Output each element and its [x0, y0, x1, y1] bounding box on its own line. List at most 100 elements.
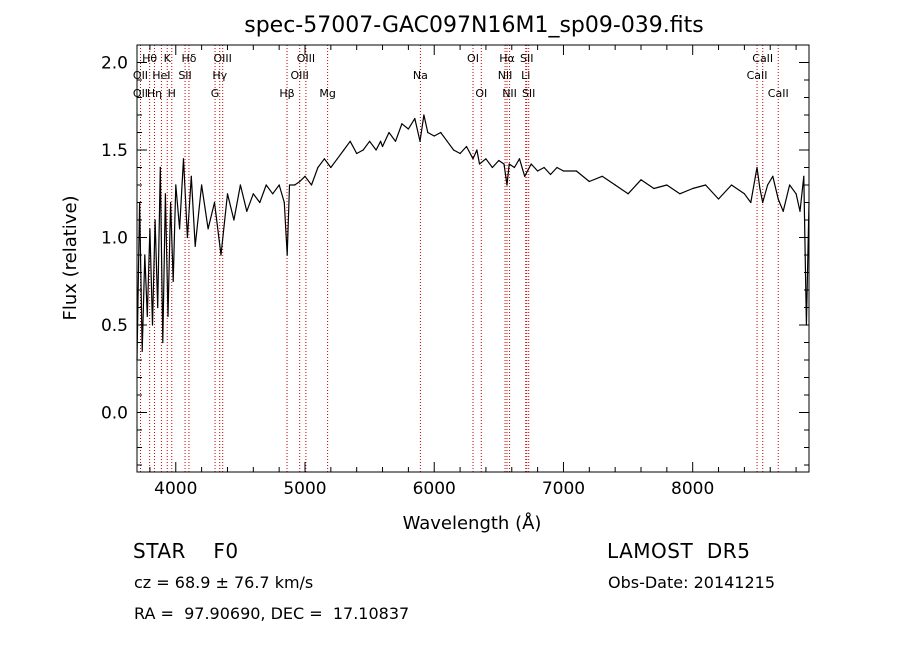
data-point — [491, 166, 493, 169]
data-point — [349, 140, 351, 142]
line-label: Hα — [499, 52, 515, 65]
line-label: OIII — [213, 52, 231, 65]
data-point — [575, 170, 578, 172]
data-point — [172, 280, 174, 282]
data-point — [446, 140, 448, 142]
chart-title: spec-57007-GAC097N16M1_sp09-039.fits — [244, 13, 704, 38]
data-point — [246, 210, 248, 212]
data-point — [562, 170, 565, 172]
data-point — [151, 324, 154, 326]
data-point — [167, 315, 169, 317]
line-label: Hδ — [181, 52, 196, 65]
data-point — [149, 228, 151, 230]
data-point — [762, 201, 764, 204]
data-point — [220, 254, 222, 256]
y-tick-label: 1.0 — [101, 229, 128, 249]
data-point — [518, 158, 521, 160]
data-point — [730, 184, 733, 186]
data-point — [524, 175, 526, 177]
data-point — [356, 152, 358, 155]
data-point — [803, 175, 805, 177]
data-point — [414, 117, 416, 120]
data-point — [182, 158, 185, 160]
y-tick-label: 0.0 — [101, 404, 128, 424]
y-tick-label: 1.5 — [101, 141, 128, 161]
data-point — [756, 166, 758, 169]
series-group — [136, 114, 810, 361]
data-point — [252, 193, 254, 195]
data-point — [190, 175, 192, 177]
data-point — [175, 184, 177, 186]
data-point — [201, 184, 203, 186]
line-label: OI — [467, 52, 479, 65]
data-point — [380, 140, 382, 142]
data-point — [154, 219, 156, 221]
data-point — [601, 175, 603, 177]
line-label: NII — [498, 69, 513, 82]
data-point — [717, 198, 720, 200]
data-point — [394, 140, 397, 142]
data-point — [278, 184, 280, 186]
data-point — [286, 254, 288, 256]
data-point — [283, 201, 285, 204]
data-point — [427, 131, 429, 134]
data-point — [272, 193, 274, 195]
data-point — [381, 145, 384, 148]
data-point — [304, 175, 306, 177]
data-point — [485, 158, 487, 160]
data-point — [141, 350, 143, 352]
data-point — [556, 166, 558, 169]
line-label: OI — [475, 87, 487, 100]
data-point — [194, 245, 196, 247]
x-axis: 4000 5000 6000 7000 8000 — [149, 45, 797, 499]
data-point — [157, 306, 159, 309]
data-point — [476, 149, 478, 151]
data-point — [317, 166, 319, 169]
data-point — [423, 114, 425, 116]
data-point — [743, 193, 746, 195]
survey-name: LAMOST DR5 — [607, 539, 751, 563]
plot-frame — [136, 44, 810, 473]
data-point — [265, 184, 267, 186]
data-point — [170, 201, 172, 204]
data-point — [162, 341, 164, 344]
data-point — [692, 187, 694, 190]
data-point — [614, 184, 616, 186]
data-point — [772, 175, 774, 177]
redshift-cz: cz = 68.9 ± 76.7 km/s — [134, 573, 314, 592]
data-point — [705, 184, 707, 186]
data-point — [159, 166, 161, 169]
data-point — [543, 166, 545, 169]
x-tick-label: 8000 — [671, 479, 714, 499]
x-tick-label: 5000 — [283, 479, 326, 499]
x-tick-label: 6000 — [413, 479, 456, 499]
line-label: G — [211, 87, 220, 100]
line-label: Na — [413, 69, 428, 82]
data-point — [310, 184, 313, 186]
data-point — [767, 184, 769, 186]
data-point — [207, 228, 209, 230]
data-point — [375, 149, 377, 151]
line-label: HeI — [152, 69, 170, 82]
data-point — [401, 123, 403, 125]
data-point — [336, 158, 338, 160]
data-point — [294, 184, 296, 186]
y-axis-label: Flux (relative) — [60, 195, 81, 320]
line-label: Hγ — [212, 69, 227, 82]
line-label: OIII — [291, 69, 309, 82]
line-label: Hθ — [142, 52, 157, 65]
data-point — [640, 179, 642, 181]
object-class: STAR F0 — [133, 539, 239, 563]
line-label: NII — [502, 87, 517, 100]
data-point — [330, 166, 332, 169]
data-point — [472, 158, 474, 160]
data-point — [146, 315, 148, 317]
data-point — [789, 184, 791, 186]
data-point — [795, 193, 797, 195]
data-point — [362, 149, 364, 151]
x-tick-label: 7000 — [542, 479, 585, 499]
data-point — [144, 254, 146, 256]
data-point — [226, 193, 229, 195]
